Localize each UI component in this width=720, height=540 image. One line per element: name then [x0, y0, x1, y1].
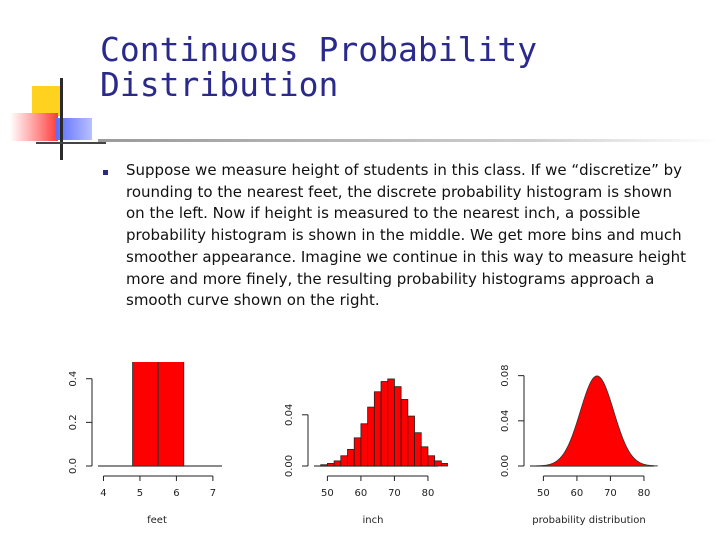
histogram-bar [347, 448, 355, 467]
x-tick-label: 70 [388, 488, 401, 499]
decor-blue-gradient [56, 118, 92, 140]
decor-horizontal-line [36, 142, 106, 144]
histogram-bar [387, 378, 395, 467]
y-tick-label: 0.2 [68, 414, 79, 430]
histogram-bar [420, 446, 429, 467]
histogram-bar [427, 455, 436, 467]
y-tick-label: 0.08 [500, 365, 511, 387]
slide-title-line-2: Distribution [100, 65, 339, 104]
x-tick-label: 70 [604, 488, 617, 499]
y-tick-label: 0.4 [68, 371, 79, 387]
histogram-bar [327, 463, 335, 467]
x-axis-label: feet [147, 515, 167, 526]
histogram-bar [132, 356, 159, 467]
bullet-paragraph: Suppose we measure height of students in… [126, 161, 687, 310]
density-curve-area [536, 375, 658, 467]
y-tick-label: 0.04 [500, 410, 511, 432]
y-tick-label: 0.04 [284, 404, 295, 426]
histogram-bar [414, 432, 422, 467]
x-tick-label: 60 [355, 488, 368, 499]
x-tick-label: 80 [638, 488, 651, 499]
histogram-bar [373, 391, 382, 467]
histogram-bar [407, 415, 415, 467]
histogram-bar [340, 455, 348, 467]
decor-yellow-square [32, 86, 62, 116]
title-underline [98, 139, 720, 142]
x-tick-label: 5 [137, 488, 143, 499]
decor-red-gradient [10, 113, 58, 141]
histogram-bar [440, 463, 449, 467]
chart-probability-curve: 0.00 0.04 0.08 50 60 70 80 probability distribu… [486, 362, 664, 538]
y-tick-label: 0.0 [68, 458, 79, 474]
chart-feet-histogram: 0.0 0.2 0.4 4 5 6 7 feet [54, 356, 232, 538]
histogram-bar [320, 464, 328, 467]
slide-title-line-1: Continuous Probability [100, 30, 538, 69]
histogram-bar [333, 460, 342, 467]
x-tick-label: 60 [571, 488, 584, 499]
chart-inch-histogram: 0.00 0.04 50 60 70 80 inch [270, 362, 449, 538]
x-tick-label: 7 [210, 488, 216, 499]
histogram-bar [367, 406, 375, 467]
x-tick-label: 4 [100, 488, 106, 499]
histogram-bar [353, 437, 362, 467]
histogram-bar [380, 381, 389, 467]
bullet-square-icon [103, 170, 108, 175]
x-tick-label: 50 [537, 488, 550, 499]
histogram-bar [394, 386, 402, 467]
histogram-bar [360, 423, 369, 467]
y-tick-label: 0.00 [500, 455, 511, 477]
x-tick-label: 6 [173, 488, 179, 499]
slide-title: Continuous Probability Distribution [100, 32, 660, 102]
histogram-bar [157, 356, 185, 467]
x-axis-label: inch [363, 515, 384, 526]
chart-prob-svg: 0.00 0.04 0.08 50 60 70 80 probability distribu… [500, 365, 658, 526]
histogram-bar [400, 399, 409, 467]
decor-vertical-line [60, 78, 63, 160]
chart-inch-svg: 0.00 0.04 50 60 70 80 inch [284, 378, 449, 526]
x-tick-label: 80 [422, 488, 435, 499]
x-tick-label: 50 [321, 488, 334, 499]
histogram-bar [434, 460, 442, 467]
chart-feet-svg: 0.0 0.2 0.4 4 5 6 7 feet [68, 356, 222, 526]
y-tick-label: 0.00 [284, 455, 295, 477]
x-axis-label: probability distribution [532, 515, 646, 526]
